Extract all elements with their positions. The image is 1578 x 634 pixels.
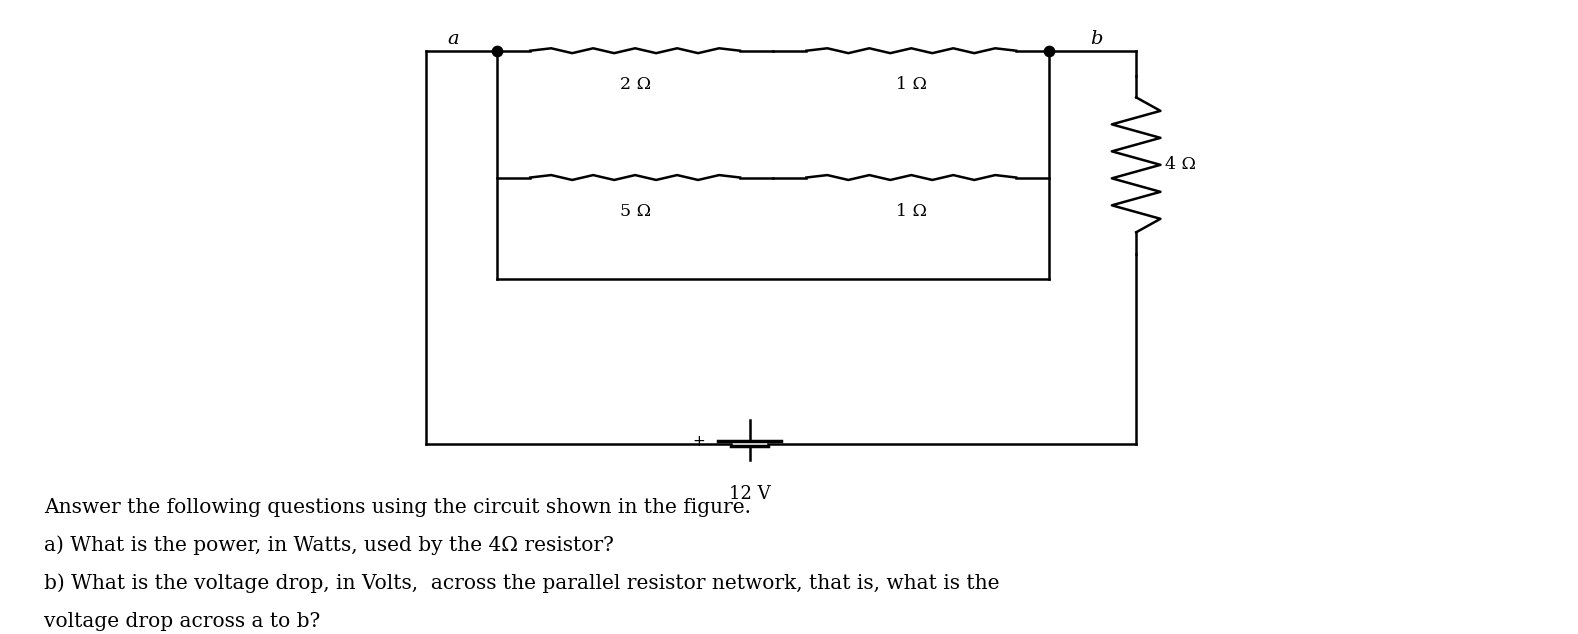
Text: 12 V: 12 V xyxy=(729,485,770,503)
Text: +: + xyxy=(693,434,705,449)
Text: 4 Ω: 4 Ω xyxy=(1165,157,1196,173)
Point xyxy=(484,46,510,56)
Text: 5 Ω: 5 Ω xyxy=(620,203,650,220)
Text: a) What is the power, in Watts, used by the 4Ω resistor?: a) What is the power, in Watts, used by … xyxy=(44,536,614,555)
Point xyxy=(1037,46,1062,56)
Text: voltage drop across a to b?: voltage drop across a to b? xyxy=(44,612,320,631)
Text: 1 Ω: 1 Ω xyxy=(896,76,926,93)
Text: b: b xyxy=(1090,30,1103,48)
Text: 2 Ω: 2 Ω xyxy=(620,76,650,93)
Text: b) What is the voltage drop, in Volts,  across the parallel resistor network, th: b) What is the voltage drop, in Volts, a… xyxy=(44,574,1000,593)
Text: a: a xyxy=(447,30,459,48)
Text: 1 Ω: 1 Ω xyxy=(896,203,926,220)
Text: Answer the following questions using the circuit shown in the figure.: Answer the following questions using the… xyxy=(44,498,751,517)
